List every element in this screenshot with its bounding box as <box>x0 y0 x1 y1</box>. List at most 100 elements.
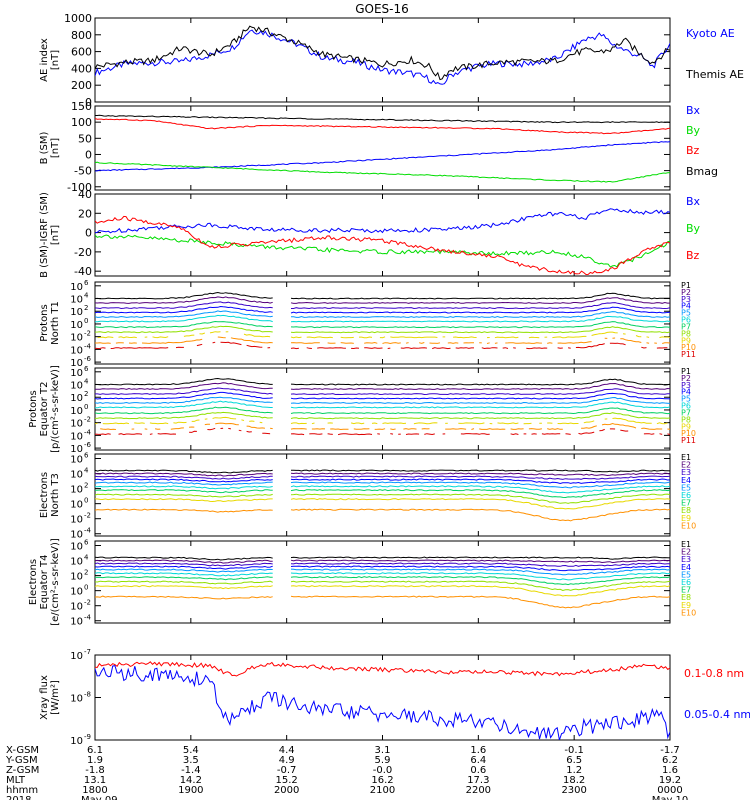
panel-frame <box>94 105 671 191</box>
y-tick-exponent: -4 <box>84 428 92 436</box>
axis-cell: 15.2 <box>276 775 298 786</box>
channel-line-p10 <box>479 428 506 430</box>
y-tick-exponent: -4 <box>84 342 92 350</box>
channel-line-e4 <box>290 478 670 485</box>
panel-frame <box>94 367 671 451</box>
channel-line-p11 <box>337 433 373 436</box>
channel-line-e3 <box>95 475 273 480</box>
y-tick-exponent: -4 <box>84 527 92 535</box>
y-tick-exponent: 2 <box>84 390 88 398</box>
legend-entry-e1: E1 <box>681 453 691 462</box>
legend-entry-kyoto-ae: Kyoto AE <box>686 27 735 40</box>
axis-cell: 2000 <box>274 785 299 796</box>
channel-line-e9 <box>95 585 273 590</box>
legend-entry-p4: P4 <box>681 302 691 311</box>
channel-line-p8 <box>290 326 670 334</box>
axis-cell: 1.6 <box>662 765 678 776</box>
legend-entry-bx: Bx <box>686 195 701 208</box>
channel-line-p9 <box>183 334 195 337</box>
y-tick-label: -100 <box>67 181 92 194</box>
channel-line-e7 <box>95 489 273 494</box>
channel-line-e8 <box>95 580 273 585</box>
channel-line-p9 <box>290 336 302 339</box>
panel-frame <box>94 281 671 365</box>
y-tick-label: 10 <box>70 557 83 568</box>
channel-line-p11 <box>220 341 242 346</box>
y-axis-label: North T3 <box>50 473 61 517</box>
channel-line-p11 <box>400 347 427 350</box>
channel-line-p9 <box>646 336 650 338</box>
series-line-bx <box>95 208 670 234</box>
y-axis-label: [W/m²] <box>50 680 61 715</box>
y-tick-exponent: 4 <box>84 467 89 475</box>
channel-line-p6 <box>290 315 670 323</box>
y-tick-exponent: 2 <box>84 569 88 577</box>
legend-entry-e3: E3 <box>681 555 691 564</box>
channel-line-p9 <box>290 422 307 425</box>
y-tick-exponent: 0 <box>84 497 88 505</box>
channel-line-p10 <box>230 337 273 344</box>
y-axis-label: Xray flux <box>39 675 50 720</box>
channel-line-p11 <box>157 433 177 435</box>
axis-row-label: hhmm <box>6 785 38 796</box>
channel-line-p6 <box>95 314 273 323</box>
y-tick-exponent: 2 <box>84 482 88 490</box>
y-axis-label: B (SM)-IGRF (SM) <box>39 192 50 278</box>
channel-line-p10 <box>155 428 161 430</box>
channel-line-p11 <box>424 433 435 436</box>
series-line-themis-ae <box>95 25 670 81</box>
axis-cell: 2200 <box>466 785 491 796</box>
channel-line-e5 <box>290 481 670 489</box>
series-group <box>95 469 670 522</box>
legend-entry-e8: E8 <box>681 506 691 515</box>
channel-line-p7 <box>290 407 670 415</box>
channel-line-e1 <box>290 469 670 473</box>
y-tick-label: 150 <box>71 100 92 113</box>
channel-line-p11 <box>405 433 420 435</box>
legend-entry-p7: P7 <box>681 322 691 331</box>
y-tick-label: 0 <box>85 96 92 109</box>
channel-line-e5 <box>290 568 670 576</box>
channel-line-e10 <box>290 508 670 522</box>
y-tick-label: 10 <box>70 419 83 430</box>
y-tick-label: 10 <box>70 542 83 553</box>
channel-line-e9 <box>95 498 273 503</box>
axis-cell: 6.2 <box>662 755 678 766</box>
legend-entry-e7: E7 <box>681 499 691 508</box>
channel-line-e2 <box>290 559 670 564</box>
series-line-0-1-0-8-nm <box>95 661 670 677</box>
y-tick-exponent: -8 <box>84 691 91 699</box>
channel-line-p10 <box>528 428 542 430</box>
channel-line-p11 <box>578 431 595 435</box>
channel-line-p11 <box>212 341 216 344</box>
channel-line-e2 <box>95 472 273 477</box>
channel-line-p5 <box>290 396 670 404</box>
series-group <box>95 208 670 276</box>
channel-line-e9 <box>290 585 670 597</box>
channel-line-p11 <box>599 428 605 432</box>
channel-line-p9 <box>612 417 652 424</box>
legend-entry-e9: E9 <box>681 601 691 610</box>
channel-line-p9 <box>591 331 618 336</box>
y-tick-label: 10 <box>70 282 83 293</box>
channel-line-p9 <box>382 422 407 425</box>
channel-line-e1 <box>95 469 273 474</box>
channel-line-p9 <box>583 420 595 424</box>
legend-entry-p9: P9 <box>681 336 691 345</box>
panel-bsm: -100 -50 0 50 100 150 B (SM) [nT] Bx By Bz Bmag <box>39 100 718 194</box>
channel-line-p11 <box>659 433 663 435</box>
channel-line-p9 <box>152 336 169 339</box>
legend-entry-p3: P3 <box>681 381 691 390</box>
y-tick-exponent: 6 <box>84 452 89 460</box>
legend-entry-e7: E7 <box>681 586 691 595</box>
channel-line-p9 <box>243 333 271 338</box>
y-tick-label: 10 <box>70 515 83 526</box>
y-tick-exponent: -2 <box>84 512 91 520</box>
legend-entry-e6: E6 <box>681 491 691 500</box>
y-tick-label: 10 <box>70 500 83 511</box>
y-axis-label: Protons <box>28 390 39 427</box>
legend-entry-p8: P8 <box>681 329 691 338</box>
axis-cell: -0.0 <box>373 765 393 776</box>
